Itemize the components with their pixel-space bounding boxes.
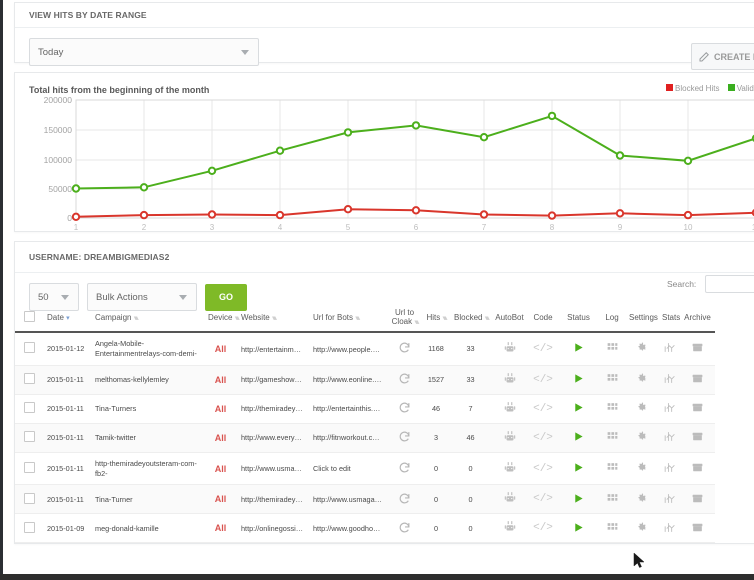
svg-text:150000: 150000 (44, 125, 73, 135)
svg-text:6: 6 (414, 223, 419, 231)
svg-text:7: 7 (482, 223, 487, 231)
svg-text:0: 0 (67, 213, 72, 223)
svg-text:3: 3 (210, 223, 215, 231)
svg-text:1: 1 (74, 223, 79, 231)
svg-text:2: 2 (142, 223, 147, 231)
svg-text:4: 4 (278, 223, 283, 231)
svg-text:50000: 50000 (48, 184, 72, 194)
svg-text:100000: 100000 (44, 155, 73, 165)
svg-text:8: 8 (550, 223, 555, 231)
svg-text:200000: 200000 (44, 95, 73, 105)
svg-text:9: 9 (618, 223, 623, 231)
svg-text:5: 5 (346, 223, 351, 231)
svg-text:10: 10 (684, 223, 693, 231)
